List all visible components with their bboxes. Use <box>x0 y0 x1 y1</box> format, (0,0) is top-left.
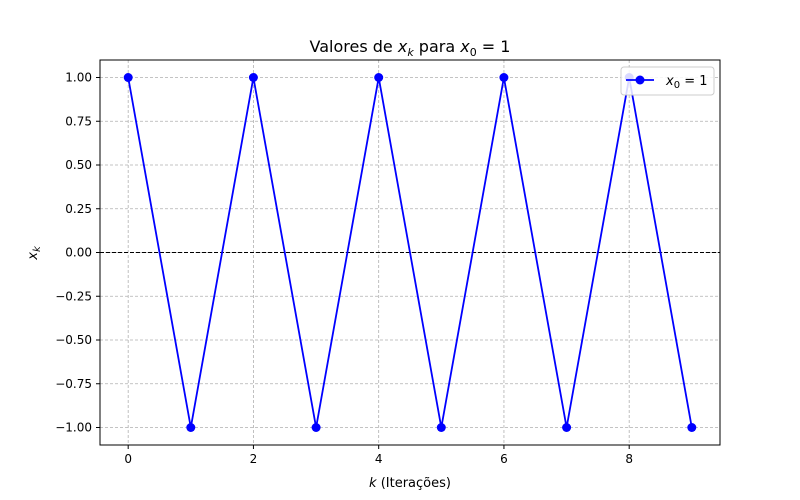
x-tick-label: 4 <box>375 452 383 466</box>
legend-box <box>620 66 715 96</box>
x-tick-label: 0 <box>124 452 132 466</box>
x-tick-label: 8 <box>625 452 633 466</box>
data-point <box>499 73 509 82</box>
x-tick-label: 2 <box>250 452 258 466</box>
x-axis-label: k (Iterações) <box>369 476 451 491</box>
data-point <box>123 73 133 82</box>
data-point <box>311 423 321 432</box>
x-tick-label: 6 <box>500 452 508 466</box>
data-point <box>374 73 384 82</box>
legend-entry-label: x0 = 1 <box>665 74 708 91</box>
y-tick-label: −0.25 <box>55 289 92 303</box>
chart-title: Valores de xk para x0 = 1 <box>310 37 511 59</box>
y-axis-label: xk <box>26 245 43 261</box>
data-point <box>248 73 258 82</box>
series-layer <box>123 73 697 432</box>
y-tick-label: 0.25 <box>65 202 92 216</box>
legend: x0 = 1 <box>620 66 715 96</box>
series-line <box>127 77 693 428</box>
y-tick-label: 0.50 <box>65 158 92 172</box>
y-tick-label: −1.00 <box>55 421 92 435</box>
y-tick-label: 0.75 <box>65 114 92 128</box>
y-tick-label: −0.75 <box>55 377 92 391</box>
data-point <box>186 423 196 432</box>
y-tick-label: −0.50 <box>55 333 92 347</box>
data-point <box>687 423 697 432</box>
y-tick-label: 0.00 <box>65 246 92 260</box>
data-point <box>562 423 572 432</box>
y-tick-label: 1.00 <box>65 71 92 85</box>
ticks: 0 2 4 6 8 1.00 0.75 0.50 0.25 0.00 −0.25 −0.50 −0.75… <box>55 71 633 467</box>
legend-marker <box>635 75 645 85</box>
data-point <box>436 423 446 432</box>
